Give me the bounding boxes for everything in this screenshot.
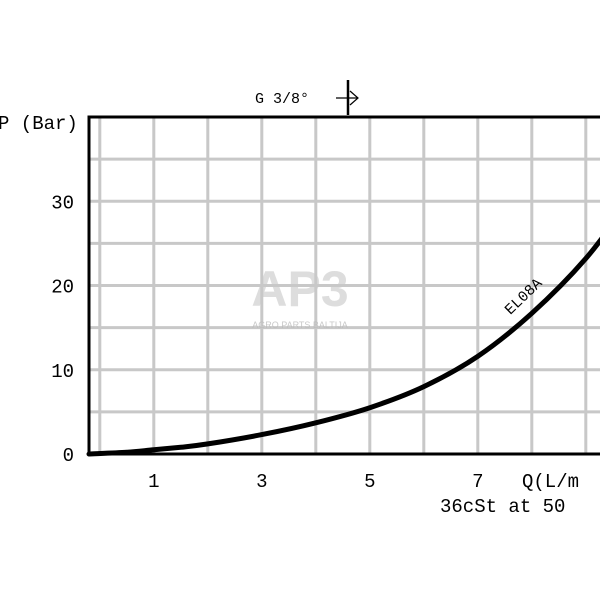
y-tick-label: 0 bbox=[63, 445, 74, 467]
x-axis-label: Q(L/m bbox=[522, 471, 579, 493]
watermark-subtitle: AGRO PARTS BALTIJA bbox=[252, 320, 348, 330]
x-tick-label: 3 bbox=[256, 471, 267, 493]
y-tick-label: 20 bbox=[51, 277, 74, 299]
series-label-el08a: EL08A bbox=[502, 275, 546, 318]
x-tick-label: 1 bbox=[148, 471, 159, 493]
y-tick-labels: 0 10 20 30 bbox=[51, 192, 74, 467]
x-tick-label: 7 bbox=[472, 471, 483, 493]
y-tick-label: 30 bbox=[51, 192, 74, 214]
series-line-el08a bbox=[86, 236, 600, 457]
y-tick-label: 10 bbox=[51, 361, 74, 383]
header-marker-arrow bbox=[349, 90, 359, 106]
header-marker bbox=[336, 80, 359, 115]
y-axis-label: P (Bar) bbox=[0, 113, 78, 135]
watermark-logo: AP3 bbox=[251, 261, 348, 317]
x-tick-labels: 1 3 5 7 bbox=[148, 471, 483, 493]
x-tick-label: 5 bbox=[364, 471, 375, 493]
header-label: G 3/8° bbox=[255, 91, 309, 108]
watermark: AP3 AGRO PARTS BALTIJA bbox=[251, 261, 348, 330]
chart-note: 36cSt at 50 bbox=[440, 496, 565, 518]
plot-frame bbox=[87, 115, 600, 456]
